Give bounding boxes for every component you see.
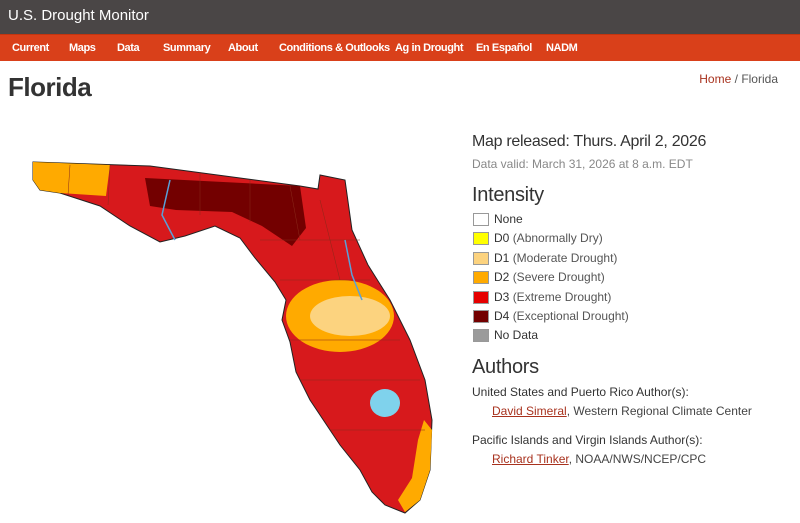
author-heading: United States and Puerto Rico Author(s):: [472, 385, 689, 399]
author-affiliation: , Western Regional Climate Center: [566, 404, 752, 418]
authors-title: Authors: [472, 356, 539, 378]
breadcrumb-separator: /: [734, 72, 738, 86]
legend-swatch: [473, 213, 489, 226]
d4-area: [145, 178, 306, 246]
nav-item[interactable]: Data: [117, 42, 140, 54]
nav-item[interactable]: NADM: [546, 42, 578, 54]
d1-area: [310, 296, 390, 336]
legend-code: D3: [494, 289, 510, 304]
legend-code: D0: [494, 231, 510, 246]
legend-desc: (Moderate Drought): [512, 250, 618, 265]
d2-area: [33, 162, 110, 196]
legend-item: D4 (Exceptional Drought): [494, 309, 629, 323]
page-title: Florida: [8, 72, 92, 102]
legend-code: None: [494, 212, 523, 226]
lake-okeechobee: [370, 389, 400, 417]
legend-item: None: [494, 212, 523, 226]
legend-desc: (Exceptional Drought): [512, 309, 629, 323]
legend-desc: (Abnormally Dry): [512, 231, 603, 246]
nav-item[interactable]: En Español: [476, 42, 532, 54]
breadcrumb: Home / Florida: [699, 72, 778, 86]
intensity-title: Intensity: [472, 184, 544, 206]
nav-item[interactable]: Conditions & Outlooks: [279, 42, 390, 54]
river: [344, 239, 363, 301]
legend-code: No Data: [494, 328, 539, 343]
author-link[interactable]: David Simeral: [492, 404, 567, 418]
legend-swatch: [473, 271, 489, 285]
top-bar: U.S. Drought Monitor: [0, 0, 800, 34]
legend-desc: (Extreme Drought): [512, 289, 612, 304]
breadcrumb-home[interactable]: Home: [699, 72, 732, 86]
legend-item: D0 (Abnormally Dry): [494, 231, 603, 245]
nav-item[interactable]: Ag in Drought: [395, 42, 464, 54]
nav-item[interactable]: Summary: [163, 42, 211, 54]
legend-swatch: [473, 310, 489, 323]
map-released: Map released: Thurs. April 2, 2026: [472, 133, 707, 150]
legend-item: D1 (Moderate Drought): [494, 251, 617, 265]
author-heading: Pacific Islands and Virgin Islands Autho…: [472, 433, 703, 447]
legend-swatch: [473, 290, 489, 304]
legend-item: D2 (Severe Drought): [494, 270, 605, 284]
author-row: David Simeral, Western Regional Climate …: [492, 404, 752, 418]
river: [161, 179, 176, 241]
author-link[interactable]: Richard Tinker: [492, 452, 569, 466]
breadcrumb-current: Florida: [741, 72, 778, 86]
legend-code: D2: [494, 270, 510, 285]
legend-swatch: [473, 232, 489, 246]
legend-swatch: [473, 251, 489, 265]
site-title[interactable]: U.S. Drought Monitor: [8, 7, 149, 24]
county-lines: [67, 164, 425, 431]
author-row: Richard Tinker, NOAA/NWS/NCEP/CPC: [492, 452, 706, 466]
nav-bar: Current Maps Data Summary About Conditions & …: [0, 34, 800, 61]
drought-map: [32, 161, 433, 514]
legend-code: D4: [494, 309, 510, 323]
nav-item[interactable]: About: [228, 42, 258, 54]
legend-code: D1: [494, 250, 510, 265]
legend-item: D3 (Extreme Drought): [494, 290, 611, 304]
author-affiliation: , NOAA/NWS/NCEP/CPC: [568, 452, 707, 466]
data-valid: Data valid: March 31, 2026 at 8 a.m. EDT: [472, 157, 693, 171]
legend-swatch: [473, 329, 489, 343]
legend-desc: (Severe Drought): [512, 270, 605, 285]
legend-item: No Data: [494, 328, 538, 342]
nav-item[interactable]: Current: [12, 42, 49, 54]
d2-area: [398, 420, 432, 512]
nav-item[interactable]: Maps: [69, 42, 96, 54]
